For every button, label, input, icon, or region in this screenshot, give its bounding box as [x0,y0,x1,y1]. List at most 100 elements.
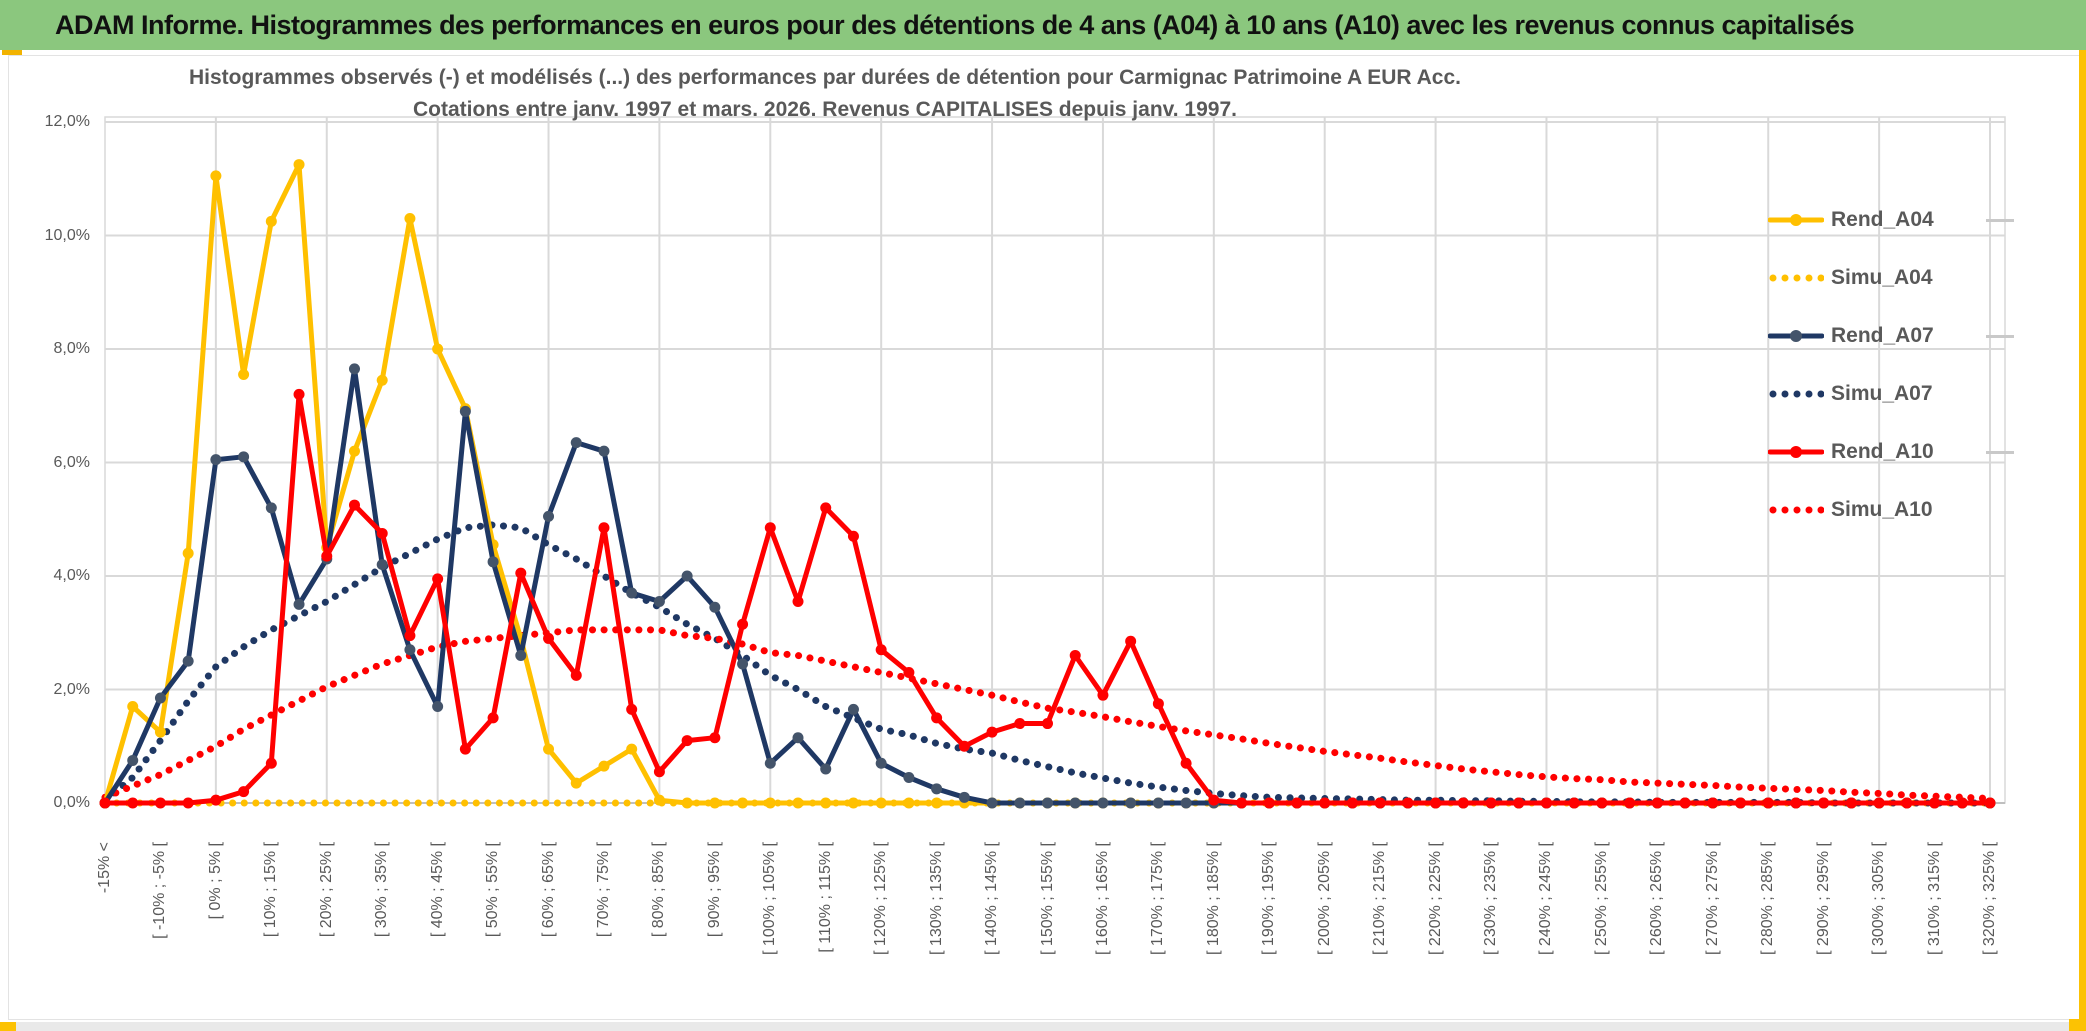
bottom-strip [0,1022,2086,1031]
series-rend_a10-marker [1263,797,1275,809]
series-rend_a07-marker [404,644,416,656]
series-rend_a04-marker [238,369,250,381]
series-rend_a10-marker [958,740,970,752]
x-axis-tick-label: [ 10% ; 15% [ [262,842,280,938]
legend-solid-line-icon [1768,330,1824,342]
x-axis-tick-label: [ 270% ; 275% [ [1703,842,1721,955]
series-rend_a07-marker [653,596,665,608]
legend-item-rend_a04[interactable]: Rend_A04 [1768,205,2014,235]
series-rend_a10-marker [487,712,499,724]
legend-label: Simu_A04 [1831,266,1933,289]
chart-area [8,55,2080,1020]
x-axis-tick-label: [ 250% ; 255% [ [1592,842,1610,955]
series-rend_a07-marker [1125,797,1137,809]
y-axis-tick-label: 2,0% [53,680,90,698]
series-rend_a07-marker [875,757,887,769]
series-rend_a10-marker [1430,797,1442,809]
x-axis-tick-label: [ 30% ; 35% [ [373,842,391,938]
gold-accent-right [2079,50,2086,1031]
series-rend_a04-marker [903,797,915,809]
y-axis-tick-label: 8,0% [53,340,90,357]
series-rend_a07-marker [1014,797,1026,809]
series-rend_a10-marker [598,522,610,534]
series-rend_a10-marker [1374,797,1386,809]
x-axis-tick-label: [ 310% ; 315% [ [1925,842,1943,955]
series-rend_a07-marker [1042,797,1053,809]
series-rend_a07-marker [1069,797,1081,809]
x-axis-tick-label: [ 170% ; 175% [ [1149,842,1167,955]
series-rend_a07-marker [931,783,943,795]
legend-extra-dash-icon [1986,451,2014,454]
series-rend_a10-marker [1624,797,1636,809]
series-rend_a10-marker [1956,797,1968,809]
x-axis-tick-label: [ 220% ; 225% [ [1426,842,1444,955]
legend-item-rend_a07[interactable]: Rend_A07 [1768,321,2014,351]
series-rend_a07-marker [348,363,360,375]
series-rend_a07-marker [210,454,222,466]
y-axis-tick-label: 12,0% [44,113,90,130]
series-rend_a10-marker [1873,797,1885,809]
x-axis-tick-label: [ 140% ; 145% [ [983,842,1001,955]
x-axis-tick-label: [ 190% ; 195% [ [1260,842,1278,955]
series-rend_a10-marker [1208,794,1220,806]
series-rend_a04-marker [376,374,388,386]
series-rend_a07-marker [1097,797,1109,809]
x-axis-tick-label: [ 160% ; 165% [ [1093,842,1111,955]
legend-label: Simu_A10 [1831,498,1933,521]
x-axis-tick-label: [ 60% ; 65% [ [539,842,557,938]
series-rend_a10-marker [1042,718,1053,730]
series-rend_a07-marker [265,502,277,514]
series-rend_a04-marker [293,159,305,171]
series-rend_a10-marker [99,797,111,809]
y-axis-tick-label: 6,0% [53,453,90,471]
series-rend_a10-marker [1014,718,1026,730]
series-rend_a07-marker [238,451,250,463]
series-rend_a07-marker [598,445,610,457]
series-rend_a10-marker [820,502,832,514]
series-rend_a10-marker [875,644,887,656]
legend-item-simu_a10[interactable]: Simu_A10 [1768,495,1933,525]
series-rend_a10-marker [182,797,194,809]
series-rend_a07-marker [487,556,499,568]
legend-item-rend_a10[interactable]: Rend_A10 [1768,437,2014,467]
x-axis-tick-label: [ 320% ; 325% [ [1981,842,1998,955]
series-rend_a10-marker [210,794,222,806]
series-rend_a10-marker [847,530,859,542]
legend-dotted-line-icon [1769,390,1824,398]
x-axis-tick-label: [ 70% ; 75% [ [594,842,612,938]
series-rend_a04-marker [820,797,832,809]
series-rend_a04-marker [265,215,277,227]
series-rend_a10-marker [154,797,166,809]
x-axis-tick-label: [ 90% ; 95% [ [705,842,723,938]
series-rend_a10-marker [376,527,388,539]
series-rend_a10-marker [1236,797,1248,809]
x-axis-tick-label: [ -10% ; -5% [ [151,842,169,939]
series-rend_a10-marker [1485,797,1497,809]
series-rend_a07-marker [293,598,305,610]
series-rend_a10-marker [1762,797,1774,809]
series-rend_a10-marker [1790,797,1802,809]
x-axis-tick-label: [ 210% ; 215% [ [1371,842,1389,955]
series-rend_a04-marker [182,547,194,559]
series-rend_a07-line [102,366,1993,806]
header-title: ADAM Informe. Histogrammes des performan… [55,9,1855,40]
chart-title-line1: Histogrammes observés (-) et modélisés (… [188,66,1461,89]
series-rend_a07-marker [515,649,527,661]
series-rend_a07-marker [570,437,582,449]
series-rend_a10-marker [1651,797,1663,809]
series-rend_a10-marker [1513,797,1525,809]
legend-item-simu_a07[interactable]: Simu_A07 [1768,379,1933,409]
legend-item-simu_a04[interactable]: Simu_A04 [1768,263,1933,293]
series-rend_a04-marker [127,701,139,713]
series-rend_a07-marker [764,757,776,769]
series-rend_a10-marker [1125,635,1137,647]
series-rend_a10-marker [1540,797,1552,809]
x-axis-tick-label: [ 130% ; 135% [ [927,842,945,955]
x-axis-tick-label: [ 0% ; 5% [ [206,842,224,920]
series-rend_a10-marker [903,666,915,678]
series-rend_a10-marker [1929,797,1941,809]
series-rend_a10-marker [1180,757,1192,769]
series-rend_a10-marker [570,669,582,681]
series-rend_a07-marker [459,405,471,417]
